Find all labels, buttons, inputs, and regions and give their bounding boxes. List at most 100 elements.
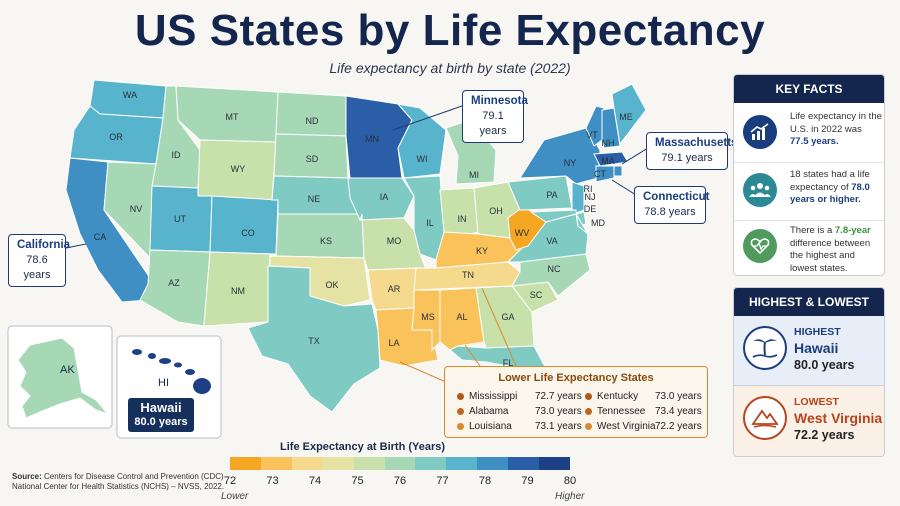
fact3-bold: 7.8-year bbox=[834, 225, 871, 236]
state-shape-TX[interactable] bbox=[247, 265, 381, 413]
state-label-RI: RI bbox=[584, 184, 593, 194]
state-label-MS: MS bbox=[421, 312, 435, 322]
dot-icon bbox=[585, 407, 592, 415]
legend-tick-label: 80 bbox=[563, 475, 577, 487]
legend-swatch bbox=[446, 457, 478, 470]
lowest-block: LOWEST West Virginia 72.2 years bbox=[734, 386, 884, 456]
state-shape-NJ[interactable] bbox=[571, 181, 585, 215]
heart-pulse-icon bbox=[743, 229, 777, 263]
legend-swatch bbox=[539, 457, 570, 470]
lowest-value: 72.2 years bbox=[794, 428, 855, 442]
state-shape-AZ[interactable] bbox=[139, 249, 211, 327]
state-label-NY: NY bbox=[564, 158, 577, 168]
low-row-alabama: Alabama 73.0 years bbox=[457, 406, 582, 417]
callout-connecticut-name: Connecticut bbox=[643, 191, 710, 203]
legend-tick-label: 74 bbox=[308, 475, 322, 487]
legend-tick-label: 73 bbox=[266, 475, 279, 487]
state-label-OK: OK bbox=[325, 280, 338, 290]
label-HI: HI bbox=[158, 377, 169, 389]
state-label-OR: OR bbox=[109, 132, 123, 142]
hawaii-badge-value: 80.0 years bbox=[134, 416, 188, 428]
callout-leaders bbox=[65, 105, 649, 249]
source-line-2: National Center for Health Statistics (N… bbox=[12, 482, 225, 491]
callout-massachusetts-value: 79.1 years bbox=[661, 152, 713, 164]
state-label-MA: MA bbox=[601, 156, 615, 166]
legend-swatch bbox=[415, 457, 447, 470]
fact3-pre: There is a bbox=[790, 225, 833, 236]
low-row-west-virginia: West Virginia 72.2 years bbox=[585, 421, 702, 432]
state-label-KY: KY bbox=[476, 246, 488, 256]
low-name: Mississippi bbox=[469, 391, 518, 402]
state-shape-PA[interactable] bbox=[507, 175, 573, 211]
state-label-NV: NV bbox=[130, 204, 143, 214]
callout-connecticut: Connecticut 78.8 years bbox=[634, 186, 710, 224]
lower-life-expectancy-box: Lower Life Expectancy States Mississippi… bbox=[444, 366, 708, 438]
state-shape-MA[interactable] bbox=[593, 151, 629, 167]
dot-icon bbox=[457, 422, 464, 430]
state-label-CT: CT bbox=[594, 169, 606, 179]
state-label-IN: IN bbox=[458, 214, 467, 224]
state-label-MI: MI bbox=[469, 170, 479, 180]
state-label-WA: WA bbox=[123, 90, 137, 100]
page-subtitle: Life expectancy at birth by state (2022) bbox=[329, 60, 571, 76]
state-shape-MD[interactable] bbox=[530, 209, 589, 235]
fact2-bold: 78.0 years or higher. bbox=[790, 181, 870, 206]
fact-states-text: 18 states had a life expectancy of 78.0 … bbox=[790, 169, 882, 207]
state-shape-NC[interactable] bbox=[511, 253, 591, 297]
legend-tick-label: 76 bbox=[393, 475, 407, 487]
state-label-MT: MT bbox=[226, 112, 239, 122]
fact-states-count: 18 states had a life expectancy of 78.0 … bbox=[734, 165, 884, 221]
callout-california-value: 78.6 years bbox=[23, 254, 51, 281]
state-shape-AK[interactable] bbox=[17, 337, 110, 419]
callout-minnesota-value: 79.1 years bbox=[479, 110, 507, 137]
highest-label: HIGHEST bbox=[794, 326, 841, 338]
us-map: WA OR CA NV ID MT WY UT AZ CO NM ND SD NE KS OK TX MN IA MO… bbox=[7, 79, 649, 439]
legend-color-bar bbox=[230, 457, 570, 470]
state-label-AZ: AZ bbox=[168, 278, 180, 288]
state-shape-RI[interactable] bbox=[613, 165, 623, 177]
hawaii-badge: Hawaii 80.0 years bbox=[128, 398, 194, 432]
state-label-TX: TX bbox=[308, 336, 320, 346]
hawaii-badge-name: Hawaii bbox=[140, 400, 182, 415]
palm-tree-icon bbox=[743, 326, 787, 370]
state-label-VA: VA bbox=[546, 236, 557, 246]
state-shape-ND[interactable] bbox=[275, 91, 347, 137]
dot-icon bbox=[457, 407, 464, 415]
state-label-NE: NE bbox=[308, 194, 321, 204]
state-label-ME: ME bbox=[619, 112, 633, 122]
state-label-VT: VT bbox=[586, 130, 598, 140]
fact2-text: 18 states had a life expectancy of bbox=[790, 169, 870, 193]
state-label-WV: WV bbox=[515, 228, 530, 238]
state-label-CA: CA bbox=[94, 232, 107, 242]
state-shape-CT[interactable] bbox=[595, 165, 615, 183]
legend-tick-label: 77 bbox=[436, 475, 449, 487]
low-value: 73.0 years bbox=[655, 391, 702, 402]
callout-california: California 78.6 years bbox=[8, 234, 71, 287]
legend-swatch bbox=[291, 457, 323, 470]
state-shape-ME[interactable] bbox=[611, 83, 647, 146]
low-name: Kentucky bbox=[597, 391, 639, 402]
low-value: 73.0 years bbox=[535, 406, 582, 417]
legend-title: Life Expectancy at Birth (Years) bbox=[280, 441, 446, 453]
low-value: 73.1 years bbox=[535, 421, 582, 432]
state-shape-IL[interactable] bbox=[403, 175, 445, 261]
legend-tick-label: 79 bbox=[521, 475, 534, 487]
state-label-PA: PA bbox=[546, 190, 557, 200]
state-label-FL: FL bbox=[503, 358, 514, 368]
state-label-IA: IA bbox=[380, 192, 389, 202]
state-label-TN: TN bbox=[462, 270, 474, 280]
highest-state: Hawaii bbox=[794, 340, 839, 356]
legend-swatch bbox=[508, 457, 540, 470]
callout-california-name: California bbox=[17, 239, 71, 251]
state-label-CO: CO bbox=[241, 228, 255, 238]
low-row-louisiana: Louisiana 73.1 years bbox=[457, 421, 582, 432]
source-note: Source: Centers for Disease Control and … bbox=[12, 472, 224, 492]
callout-connecticut-value: 78.8 years bbox=[644, 206, 696, 218]
state-shape-CO[interactable] bbox=[209, 195, 279, 255]
state-label-NJ: NJ bbox=[585, 192, 596, 202]
state-label-WI: WI bbox=[417, 154, 428, 164]
fact1-text: Life expectancy in the U.S. in 2022 was bbox=[790, 111, 882, 135]
fact-difference: There is a 7.8-year difference between t… bbox=[734, 221, 884, 275]
legend-tick-label: 75 bbox=[351, 475, 364, 487]
state-label-ND: ND bbox=[306, 116, 319, 126]
